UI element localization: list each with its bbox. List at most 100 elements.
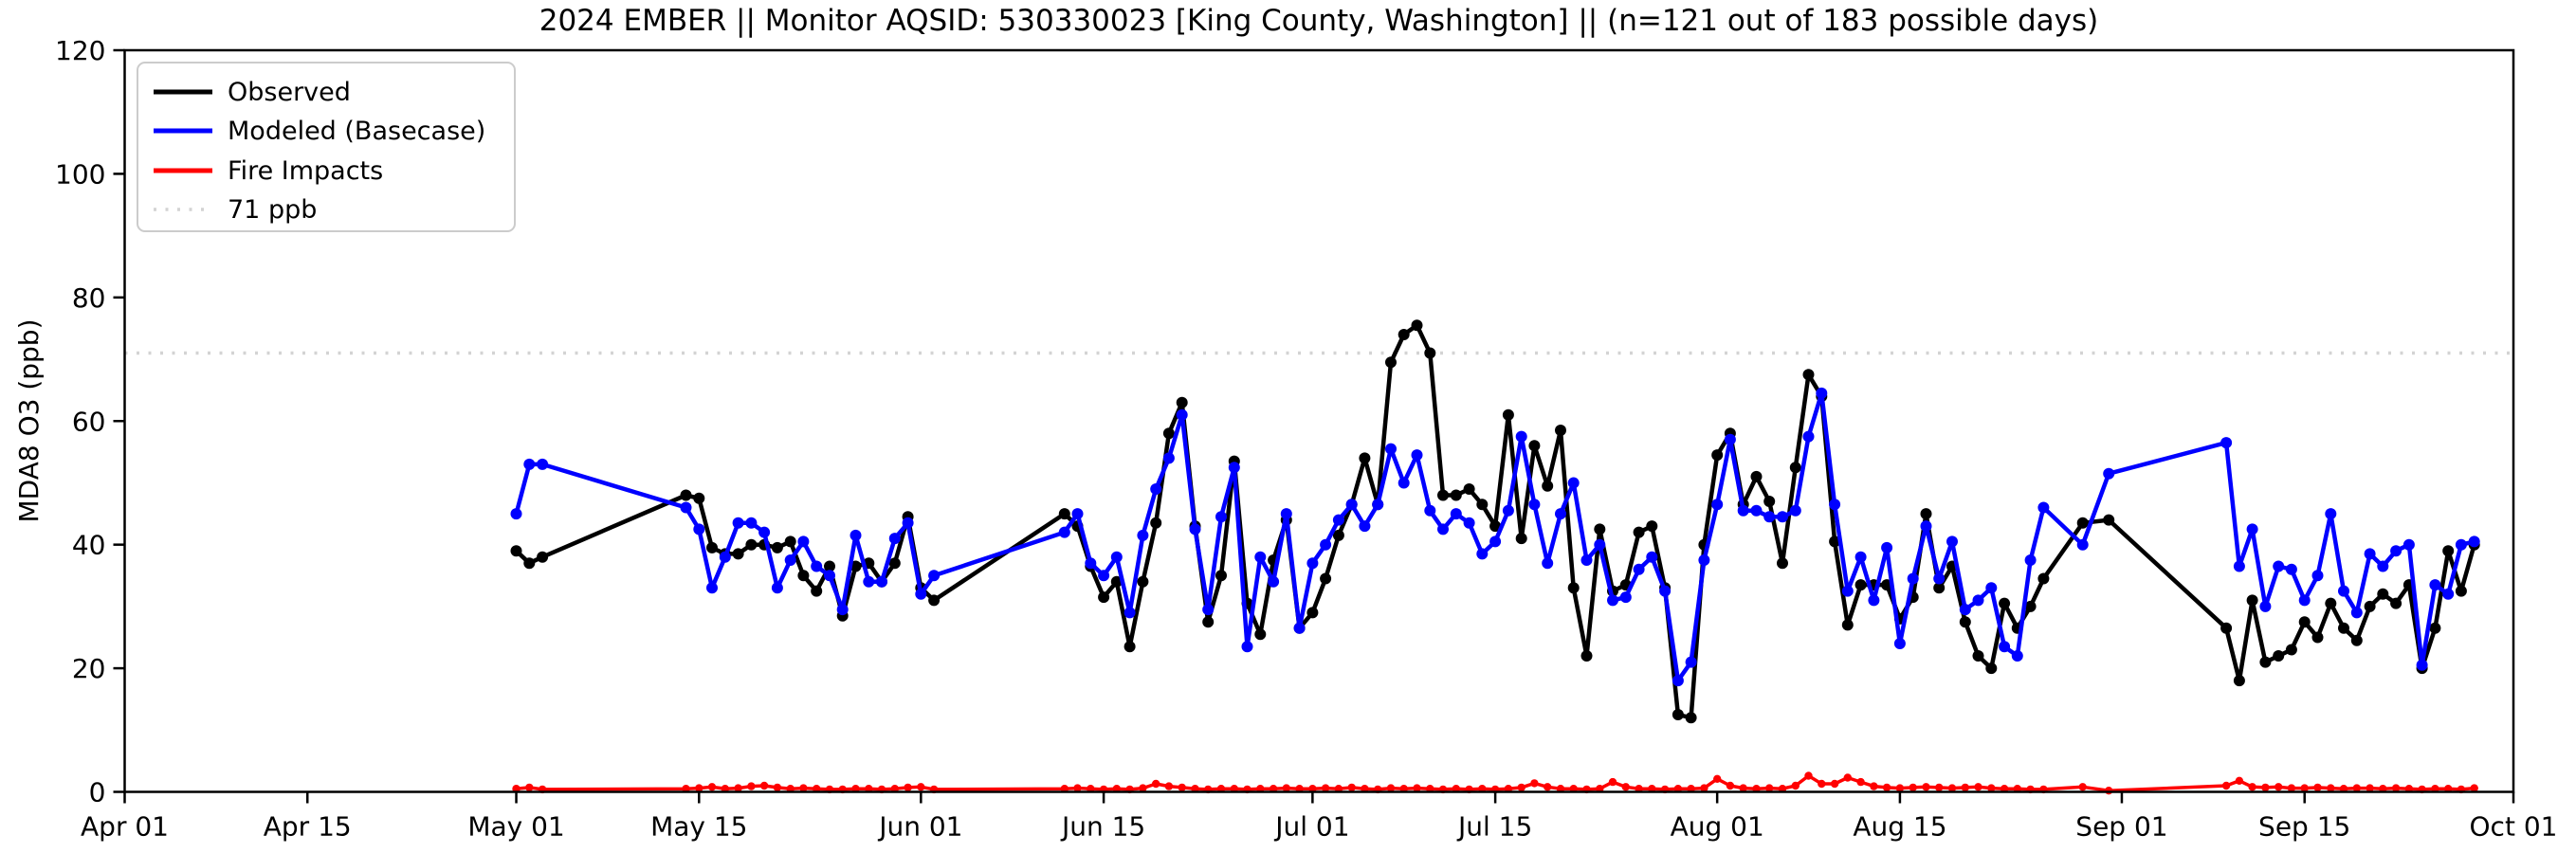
observed-point bbox=[1555, 425, 1566, 436]
fire-impacts-point bbox=[2470, 784, 2478, 792]
fire-impacts-point bbox=[1321, 784, 1330, 792]
observed-point bbox=[2103, 514, 2115, 526]
modeled-point bbox=[1893, 638, 1906, 649]
fire-impacts-point bbox=[1347, 783, 1356, 792]
observed-point bbox=[2259, 656, 2272, 668]
legend-item-modeled: Modeled (Basecase) bbox=[154, 117, 485, 146]
observed-point bbox=[732, 548, 744, 560]
observed-point bbox=[2390, 597, 2402, 609]
observed-point bbox=[2037, 572, 2050, 585]
modeled-point bbox=[2259, 600, 2272, 612]
observed-point bbox=[1763, 496, 1776, 507]
fire-impacts-point bbox=[1882, 783, 1891, 792]
modeled-point bbox=[850, 529, 862, 541]
modeled-point bbox=[928, 570, 941, 582]
x-tick-label: May 15 bbox=[650, 811, 747, 843]
modeled-point bbox=[1854, 551, 1867, 563]
observed-point bbox=[1646, 520, 1658, 533]
fire-impacts-point bbox=[747, 782, 756, 790]
modeled-point bbox=[1881, 541, 1893, 554]
y-tick-label: 120 bbox=[55, 35, 105, 66]
modeled-point bbox=[1750, 504, 1763, 517]
modeled-point bbox=[771, 582, 783, 594]
modeled-point bbox=[1698, 554, 1710, 566]
fire-impacts-point bbox=[525, 783, 534, 792]
modeled-point bbox=[1476, 548, 1489, 560]
modeled-point bbox=[1555, 508, 1566, 520]
modeled-point bbox=[1228, 462, 1240, 474]
observed-point bbox=[1411, 319, 1423, 332]
modeled-point bbox=[836, 604, 849, 616]
observed-point bbox=[1685, 712, 1697, 724]
observed-point bbox=[1176, 396, 1188, 408]
observed-point bbox=[928, 594, 941, 607]
fire-impacts-point bbox=[2261, 783, 2270, 792]
modeled-point bbox=[2377, 560, 2389, 572]
modeled-point bbox=[1372, 499, 1384, 511]
observed-point bbox=[2325, 597, 2337, 609]
modeled-point bbox=[1763, 511, 1776, 523]
modeled-point bbox=[1437, 523, 1449, 535]
fire-impacts-point bbox=[1544, 783, 1552, 791]
modeled-point bbox=[1959, 604, 1971, 616]
fire-impacts-point bbox=[799, 784, 808, 792]
modeled-point bbox=[2233, 560, 2245, 572]
modeled-point bbox=[2246, 523, 2258, 535]
modeled-point bbox=[2429, 579, 2441, 591]
modeled-point bbox=[1972, 594, 1984, 607]
observed-point bbox=[1332, 529, 1344, 541]
modeled-point bbox=[2220, 437, 2233, 449]
observed-point bbox=[1841, 619, 1854, 631]
y-tick-label: 20 bbox=[72, 653, 106, 684]
modeled-point bbox=[1320, 538, 1332, 551]
fire-impacts-point bbox=[1909, 783, 1917, 792]
fire-impacts-point bbox=[1700, 784, 1708, 792]
observed-point bbox=[2298, 616, 2311, 628]
modeled-point bbox=[1607, 594, 1618, 607]
fire-impacts-point bbox=[707, 783, 717, 791]
fire-impacts-point bbox=[1413, 784, 1421, 792]
modeled-point bbox=[758, 526, 771, 538]
observed-point bbox=[2429, 622, 2441, 634]
observed-point bbox=[1711, 449, 1724, 462]
x-tick-label: Sep 15 bbox=[2258, 811, 2350, 843]
legend-item-observed-label: Observed bbox=[228, 78, 351, 107]
observed-point bbox=[1750, 470, 1763, 482]
observed-point bbox=[1528, 440, 1541, 452]
modeled-point bbox=[1176, 408, 1188, 421]
y-tick-label: 40 bbox=[72, 530, 106, 561]
modeled-point bbox=[2468, 535, 2480, 548]
observed-point bbox=[1515, 533, 1527, 545]
observed-point bbox=[1215, 570, 1227, 582]
observed-point bbox=[2364, 600, 2376, 612]
fire-impacts-point bbox=[1765, 784, 1774, 792]
modeled-point bbox=[1150, 483, 1162, 495]
observed-point bbox=[1476, 499, 1489, 511]
fire-impacts-point bbox=[759, 781, 769, 790]
fire-impacts-point bbox=[773, 783, 782, 792]
observed-point bbox=[784, 535, 796, 548]
observed-point bbox=[1933, 582, 1946, 594]
fire-impacts-point bbox=[1961, 783, 1969, 792]
modeled-point bbox=[1594, 538, 1606, 551]
modeled-point bbox=[680, 501, 692, 514]
modeled-point bbox=[824, 570, 835, 582]
modeled-point bbox=[1841, 585, 1854, 597]
modeled-point bbox=[1802, 430, 1815, 443]
fire-impacts-point bbox=[1608, 777, 1617, 787]
legend-item-fire-impacts: Fire Impacts bbox=[154, 156, 383, 186]
observed-point bbox=[1110, 575, 1123, 588]
modeled-point bbox=[1659, 585, 1672, 597]
fire-impacts-point bbox=[1164, 782, 1174, 790]
modeled-point bbox=[2037, 501, 2050, 514]
modeled-point bbox=[2402, 538, 2415, 551]
modeled-point bbox=[1567, 477, 1580, 489]
observed-point bbox=[1463, 483, 1475, 495]
modeled-point bbox=[1829, 499, 1841, 511]
observed-point bbox=[1398, 329, 1410, 340]
fire-impacts-point bbox=[2105, 787, 2113, 795]
observed-point bbox=[1320, 572, 1332, 585]
observed-point bbox=[1385, 356, 1397, 369]
modeled-point bbox=[2298, 594, 2311, 607]
y-axis-label: MDA8 O3 (ppb) bbox=[13, 318, 45, 522]
